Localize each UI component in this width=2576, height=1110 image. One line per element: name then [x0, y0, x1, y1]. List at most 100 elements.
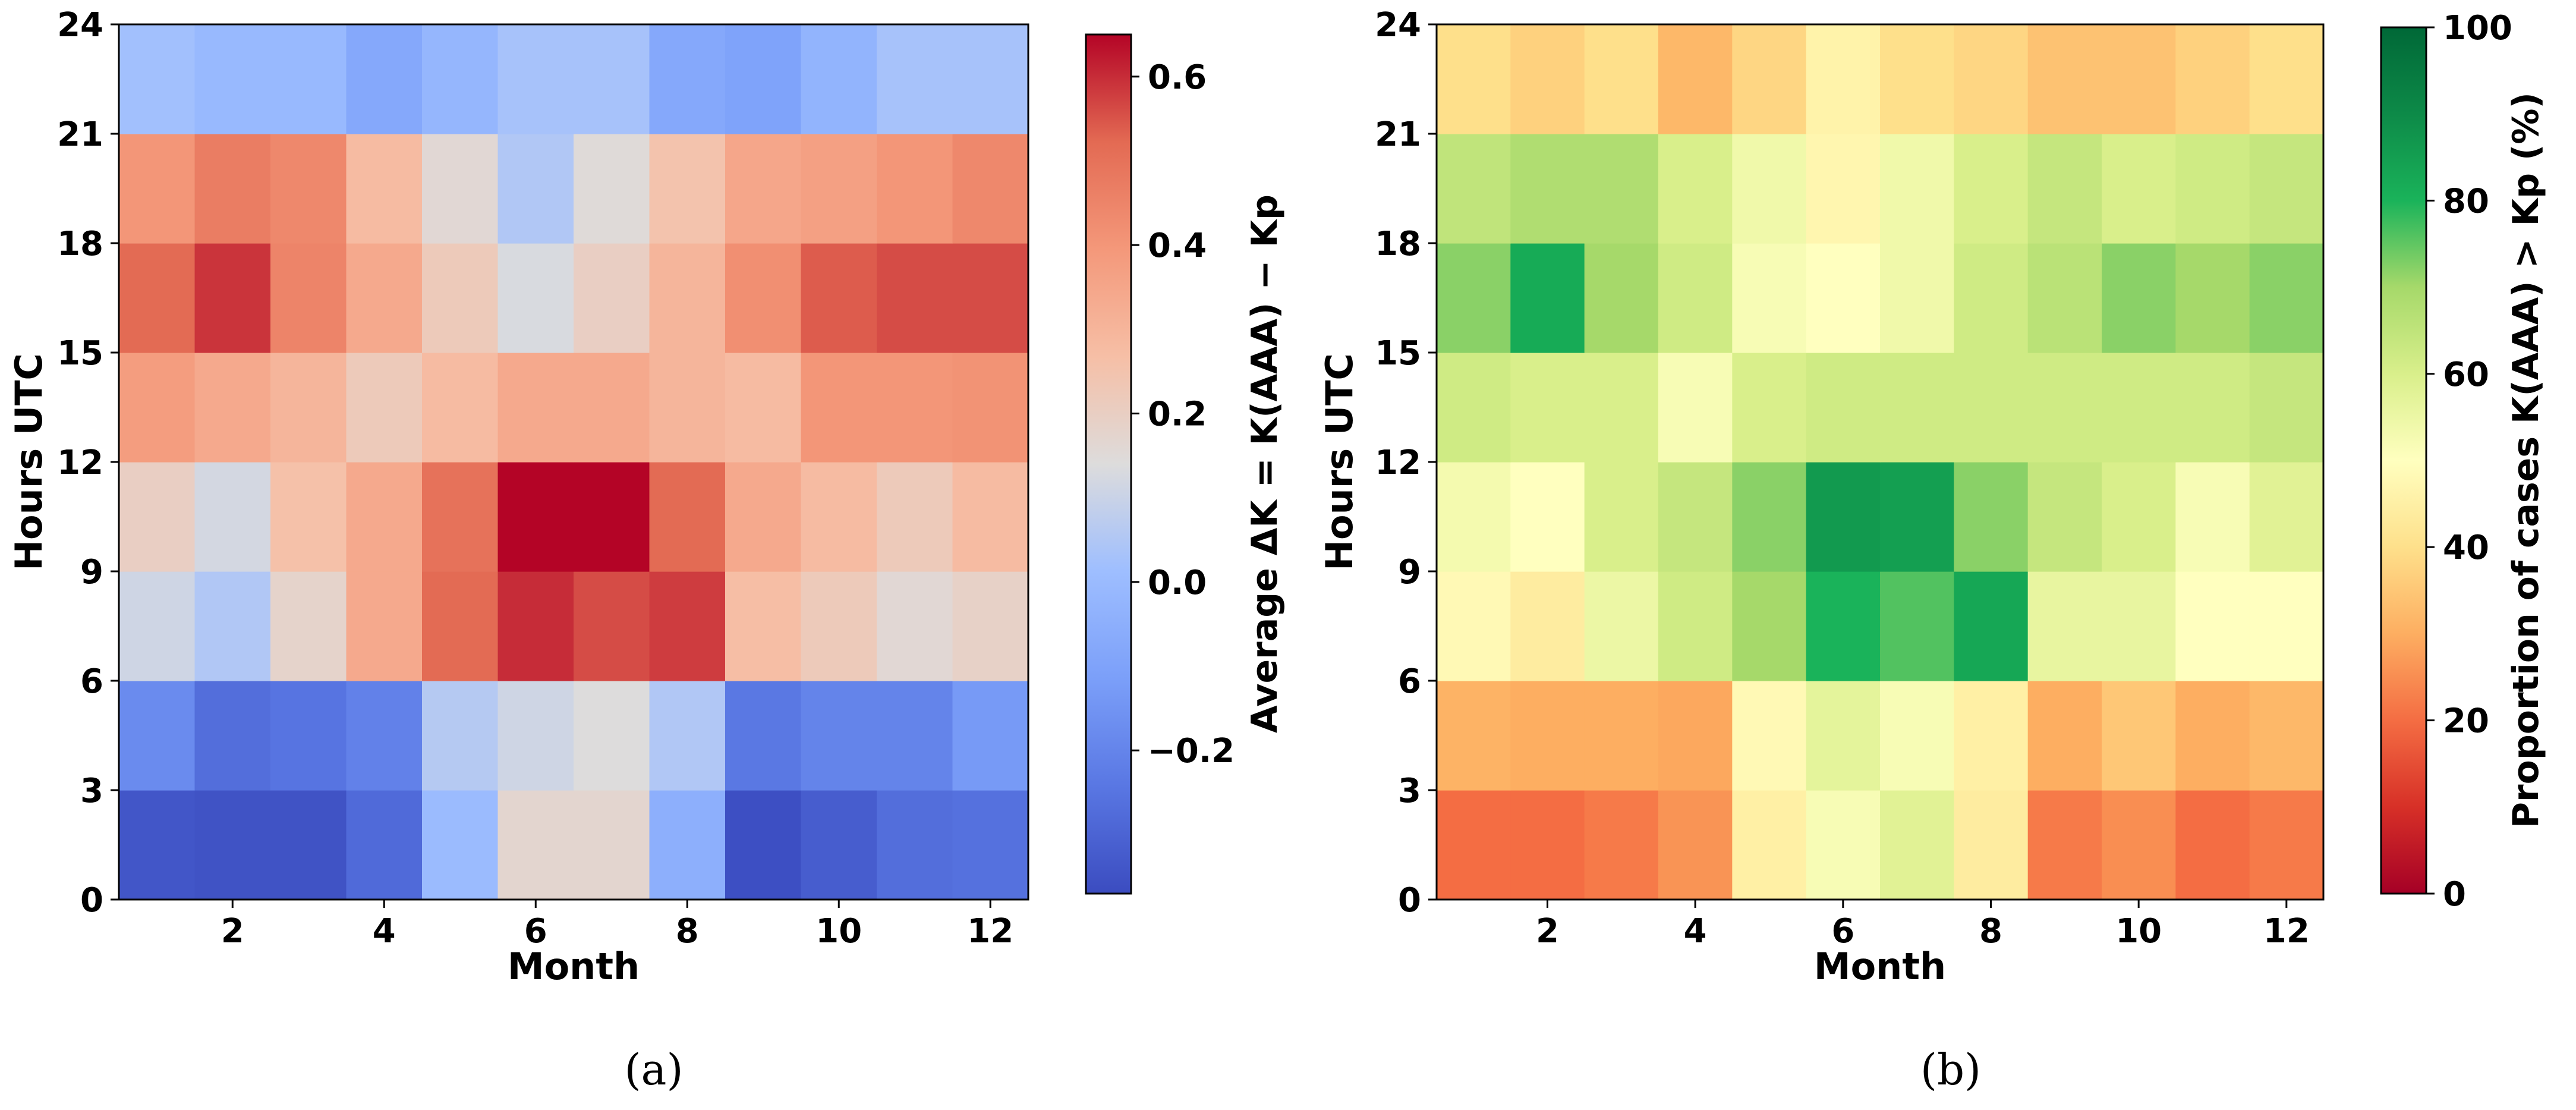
- heatmap-cell: [2102, 571, 2176, 681]
- x-axis-ticks-a: 2 4 6 8 10 12: [221, 900, 1013, 951]
- heatmap-cell: [1658, 24, 1733, 134]
- heatmap-cell: [801, 681, 877, 791]
- heatmap-cell: [725, 353, 802, 463]
- colorbar-ticks-b: 0 20 40 60 80 100: [2426, 9, 2512, 914]
- heatmap-cell: [1880, 681, 1954, 791]
- heatmap-cell: [1584, 790, 1659, 900]
- heatmap-cell: [1658, 462, 1733, 572]
- heatmap-cell: [952, 681, 1029, 791]
- heatmap-cell: [422, 134, 499, 244]
- heatmap-cell: [2027, 243, 2102, 353]
- heatmap-cell: [1880, 353, 1954, 463]
- heatmap-cell: [2249, 790, 2324, 900]
- x-tick-label: 10: [815, 912, 862, 951]
- heatmap-cell: [649, 243, 726, 353]
- colorbar-label-b: Proportion of cases K(AAA) > Kp (%): [2505, 92, 2547, 828]
- y-tick-label: 3: [1398, 772, 1421, 810]
- heatmap-cell: [1880, 243, 1954, 353]
- heatmap-cell: [649, 353, 726, 463]
- heatmap-cell: [1732, 243, 1807, 353]
- heatmap-cell: [1437, 243, 1511, 353]
- heatmap-cell: [270, 462, 347, 572]
- heatmap-cell: [649, 24, 726, 134]
- heatmap-cell: [497, 462, 574, 572]
- x-axis-label-a: Month: [508, 945, 640, 988]
- heatmap-cell: [194, 681, 271, 791]
- heatmap-cell: [270, 24, 347, 134]
- heatmap-cell: [194, 571, 271, 681]
- heatmap-cell: [649, 681, 726, 791]
- heatmap-cell: [1954, 24, 2029, 134]
- y-tick-label: 3: [80, 772, 103, 810]
- heatmap-cell: [1806, 353, 1881, 463]
- heatmap-cell: [574, 571, 650, 681]
- heatmap-cell: [1880, 571, 1954, 681]
- colorbar-tick-label: 60: [2443, 356, 2489, 394]
- colorbar-tick-label: 0.4: [1148, 227, 1207, 265]
- heatmap-cell: [2175, 462, 2250, 572]
- heatmap-cell: [119, 134, 196, 244]
- heatmap-cell: [801, 571, 877, 681]
- heatmap-cell: [649, 134, 726, 244]
- heatmap-cell: [1584, 681, 1659, 791]
- heatmap-cell: [574, 353, 650, 463]
- y-tick-label: 0: [80, 881, 103, 920]
- y-tick-label: 9: [80, 553, 103, 592]
- heatmap-cell: [952, 790, 1029, 900]
- x-tick-label: 4: [373, 912, 396, 951]
- heatmap-cell: [1584, 571, 1659, 681]
- heatmap-cell: [346, 134, 423, 244]
- heatmap-cell: [1584, 134, 1659, 244]
- heatmap-cell: [877, 134, 953, 244]
- panel-caption-b: (b): [1920, 1045, 1981, 1095]
- heatmap-cell: [1510, 24, 1585, 134]
- heatmap-cell: [725, 243, 802, 353]
- heatmap-cell: [194, 24, 271, 134]
- colorbar-tick-label: 40: [2443, 529, 2489, 567]
- heatmap-cell: [422, 462, 499, 572]
- heatmap-cell: [2249, 24, 2324, 134]
- y-tick-label: 24: [57, 6, 103, 45]
- heatmap-cell: [2249, 243, 2324, 353]
- heatmap-cell: [2175, 353, 2250, 463]
- colorbar-ticks-a: −0.2 0.0 0.2 0.4 0.6: [1131, 58, 1235, 771]
- y-tick-label: 21: [57, 115, 103, 154]
- heatmap-cell: [1658, 790, 1733, 900]
- heatmap-cell: [2027, 462, 2102, 572]
- y-tick-label: 15: [1375, 334, 1421, 373]
- heatmap-cell: [346, 462, 423, 572]
- heatmap-cell: [2175, 24, 2250, 134]
- heatmap-cell: [649, 571, 726, 681]
- heatmap-cell: [952, 243, 1029, 353]
- heatmap-cell: [1806, 24, 1881, 134]
- heatmap-cell: [2102, 681, 2176, 791]
- colorbar-tick-label: 80: [2443, 182, 2489, 221]
- heatmap-cell: [2027, 681, 2102, 791]
- heatmap-cell: [1954, 462, 2029, 572]
- heatmap-cell: [2027, 24, 2102, 134]
- heatmap-cell: [1437, 571, 1511, 681]
- heatmap-cell: [1732, 24, 1807, 134]
- heatmap-cell: [574, 134, 650, 244]
- heatmap-cell: [194, 353, 271, 463]
- heatmap-cell: [194, 462, 271, 572]
- heatmap-cell: [877, 243, 953, 353]
- heatmap-cell: [422, 790, 499, 900]
- heatmap-cell: [119, 462, 196, 572]
- heatmap-cell: [1584, 462, 1659, 572]
- heatmap-cell: [2249, 134, 2324, 244]
- y-tick-label: 6: [80, 662, 103, 701]
- heatmap-cell: [725, 571, 802, 681]
- x-axis-label-b: Month: [1814, 945, 1946, 988]
- heatmap-cells-a: [119, 24, 1029, 900]
- heatmap-cell: [2102, 353, 2176, 463]
- y-tick-label: 12: [1375, 444, 1421, 482]
- heatmap-cell: [952, 571, 1029, 681]
- heatmap-cell: [2175, 790, 2250, 900]
- heatmap-cell: [2249, 462, 2324, 572]
- heatmap-cell: [1658, 243, 1733, 353]
- heatmap-cell: [1954, 681, 2029, 791]
- heatmap-cell: [422, 243, 499, 353]
- y-axis-ticks-b: 0 3 6 9 12 15 18 21 24: [1375, 6, 1437, 920]
